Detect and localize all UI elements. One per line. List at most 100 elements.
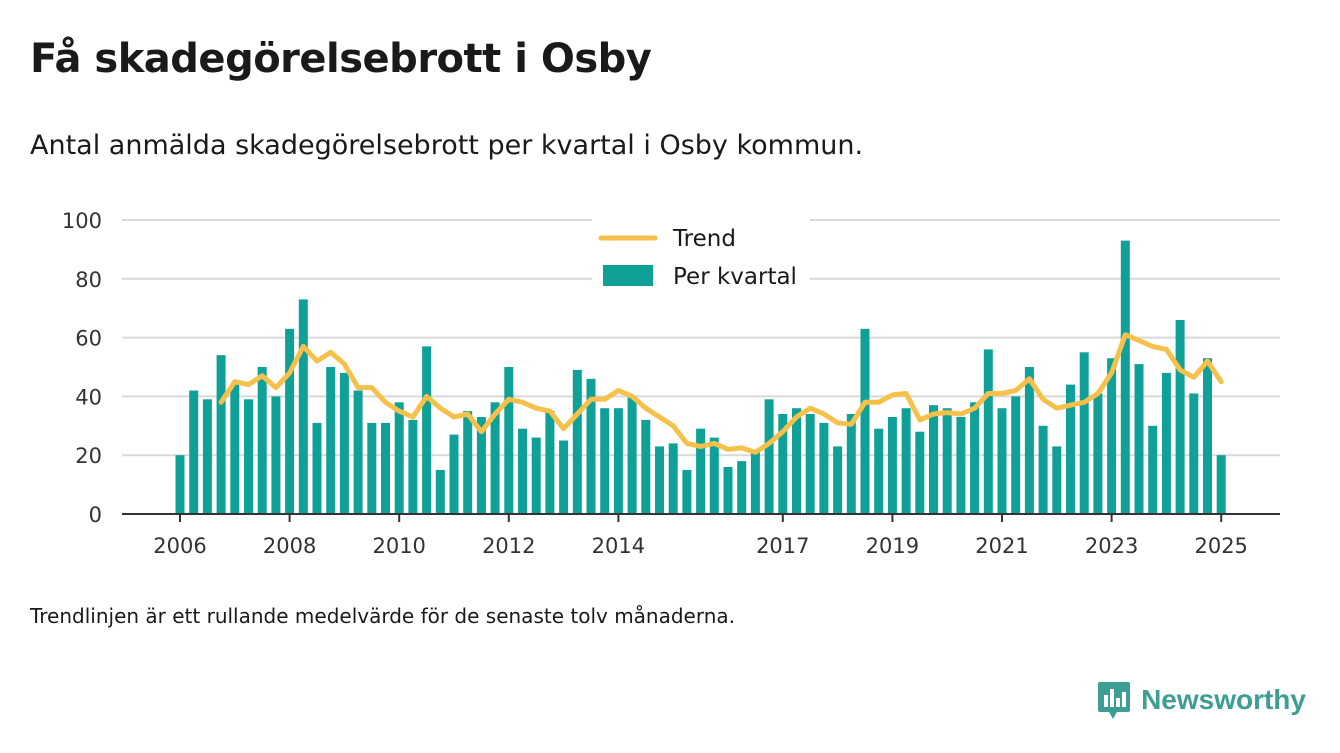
bar bbox=[833, 446, 843, 514]
bars-per-kvartal bbox=[175, 240, 1226, 514]
bar bbox=[463, 411, 473, 514]
bar bbox=[257, 367, 267, 514]
bar bbox=[202, 399, 212, 514]
bar bbox=[723, 467, 733, 514]
bar bbox=[476, 417, 486, 514]
bar bbox=[298, 299, 308, 514]
legend-trend-label: Trend bbox=[672, 226, 736, 252]
x-tick-label: 2021 bbox=[975, 534, 1028, 558]
bar bbox=[189, 390, 199, 514]
y-tick-label: 0 bbox=[89, 503, 102, 527]
y-tick-label: 20 bbox=[75, 444, 102, 468]
bar bbox=[929, 405, 938, 514]
bar bbox=[353, 390, 363, 514]
bar bbox=[518, 428, 527, 514]
bar bbox=[1189, 393, 1199, 514]
bar bbox=[381, 422, 390, 514]
bar bbox=[394, 402, 404, 514]
brand: Newsworthy bbox=[1097, 680, 1306, 720]
bar bbox=[1052, 446, 1062, 514]
bar bbox=[696, 428, 706, 514]
bar bbox=[887, 417, 897, 514]
bar bbox=[942, 408, 952, 514]
bar bbox=[271, 396, 281, 514]
bar bbox=[819, 422, 829, 514]
bar bbox=[230, 384, 240, 514]
bar bbox=[531, 437, 541, 514]
bar bbox=[408, 419, 418, 514]
bar bbox=[449, 434, 459, 514]
bar bbox=[792, 408, 801, 514]
bar bbox=[613, 408, 623, 514]
footnote: Trendlinjen är ett rullande medelvärde f… bbox=[30, 604, 736, 628]
bar bbox=[1175, 320, 1185, 514]
bar bbox=[216, 355, 226, 514]
y-tick-label: 60 bbox=[75, 327, 102, 351]
bar bbox=[750, 452, 760, 514]
x-tick-label: 2008 bbox=[263, 534, 316, 558]
bar bbox=[435, 469, 445, 514]
bar bbox=[709, 437, 719, 514]
bar bbox=[1107, 358, 1117, 514]
bar bbox=[572, 369, 582, 514]
x-tick-label: 2019 bbox=[866, 534, 919, 558]
bar bbox=[668, 443, 678, 514]
bar bbox=[490, 402, 500, 514]
legend-background bbox=[592, 218, 810, 303]
bar bbox=[326, 367, 336, 514]
bar bbox=[915, 431, 925, 514]
bar bbox=[970, 402, 980, 514]
bar bbox=[901, 408, 911, 514]
bar bbox=[805, 414, 815, 514]
bar-line-chart: 0 20 40 60 80 100 2006 2008 2010 2012 2014 2017 201… bbox=[62, 209, 1280, 558]
bar bbox=[504, 367, 514, 514]
bar bbox=[1148, 425, 1158, 514]
brand-name: Newsworthy bbox=[1141, 684, 1306, 715]
legend: Trend Per kvartal bbox=[592, 218, 810, 303]
trend-line bbox=[218, 332, 1224, 455]
bar bbox=[764, 399, 774, 514]
bar bbox=[175, 455, 185, 514]
bar bbox=[1216, 455, 1226, 514]
bar bbox=[339, 372, 349, 514]
bar bbox=[545, 411, 555, 514]
x-tick-label: 2014 bbox=[592, 534, 645, 558]
legend-bar-label: Per kvartal bbox=[673, 264, 797, 290]
newsworthy-logo-icon bbox=[1098, 682, 1131, 719]
bar bbox=[682, 469, 692, 514]
bar bbox=[367, 422, 377, 514]
x-tick-label: 2010 bbox=[372, 534, 425, 558]
bar bbox=[422, 346, 432, 514]
bar bbox=[737, 461, 747, 514]
bar bbox=[860, 328, 870, 514]
bar bbox=[1134, 364, 1144, 514]
bar bbox=[997, 408, 1007, 514]
bar bbox=[1024, 367, 1034, 514]
bar bbox=[559, 440, 569, 514]
y-tick-label: 80 bbox=[75, 268, 102, 292]
bar bbox=[312, 422, 322, 514]
chart-title: Få skadegörelsebrott i Osby bbox=[30, 36, 652, 82]
y-tick-label: 40 bbox=[75, 385, 102, 409]
trend-line-layer bbox=[218, 332, 1224, 455]
bar bbox=[1203, 358, 1212, 514]
x-tick-label: 2012 bbox=[482, 534, 535, 558]
bar bbox=[244, 399, 253, 514]
bar bbox=[1161, 372, 1171, 514]
bar bbox=[1011, 396, 1021, 514]
x-tick-label: 2017 bbox=[756, 534, 809, 558]
bar bbox=[600, 408, 610, 514]
bar bbox=[627, 396, 637, 514]
axes: 2006 2008 2010 2012 2014 2017 2019 2021 2023 2025 bbox=[122, 513, 1280, 558]
y-tick-label: 100 bbox=[62, 209, 102, 233]
x-tick-label: 2023 bbox=[1085, 534, 1138, 558]
chart-subtitle: Antal anmälda skadegörelsebrott per kvar… bbox=[30, 130, 864, 161]
x-tick-label: 2025 bbox=[1194, 534, 1247, 558]
bar bbox=[1093, 393, 1103, 514]
legend-bar-swatch bbox=[603, 265, 653, 286]
x-tick-label: 2006 bbox=[153, 534, 206, 558]
bar bbox=[655, 446, 664, 514]
bar bbox=[285, 328, 295, 514]
bar bbox=[641, 419, 651, 514]
bar bbox=[983, 349, 993, 514]
